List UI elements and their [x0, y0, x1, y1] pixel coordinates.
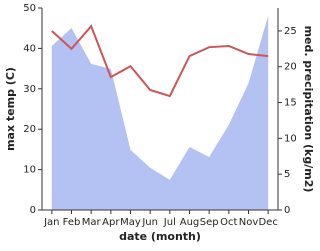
x-tick-label: May [120, 217, 141, 228]
x-tick-label: Mar [82, 217, 102, 228]
y-tick-label: 50 [23, 3, 36, 14]
x-tick-label: Apr [102, 217, 120, 228]
x-tick-label: Nov [239, 217, 259, 228]
x-tick-label: Jan [43, 217, 59, 228]
y-tick-label: 20 [23, 124, 36, 135]
y-tick-label: 10 [23, 165, 36, 176]
y2-tick-label: 20 [284, 62, 297, 73]
y-tick-label: 0 [30, 205, 36, 216]
x-tick-label: Feb [63, 217, 81, 228]
y2-tick-label: 10 [284, 133, 297, 144]
x-tick-label: Sep [200, 217, 219, 228]
y2-tick-label: 15 [284, 98, 297, 109]
y-axis-label: max temp (C) [4, 67, 17, 151]
y2-tick-label: 0 [284, 205, 290, 216]
x-tick-label: Dec [258, 217, 277, 228]
chart: date (month) max temp (C) med. precipita… [4, 3, 315, 243]
y-tick-label: 30 [23, 84, 36, 95]
y2-tick-label: 25 [284, 26, 297, 37]
x-tick-label: Jun [141, 217, 158, 228]
y2-axis-label: med. precipitation (kg/m2) [302, 26, 315, 193]
temperature-line [51, 24, 269, 98]
x-tick-label: Aug [180, 217, 200, 228]
precipitation-area [51, 15, 269, 211]
y2-tick-label: 5 [284, 169, 290, 180]
x-tick-label: Oct [220, 217, 237, 228]
x-tick-label: Jul [163, 217, 176, 228]
x-axis-label: date (month) [119, 230, 201, 243]
y-tick-label: 40 [23, 43, 36, 54]
